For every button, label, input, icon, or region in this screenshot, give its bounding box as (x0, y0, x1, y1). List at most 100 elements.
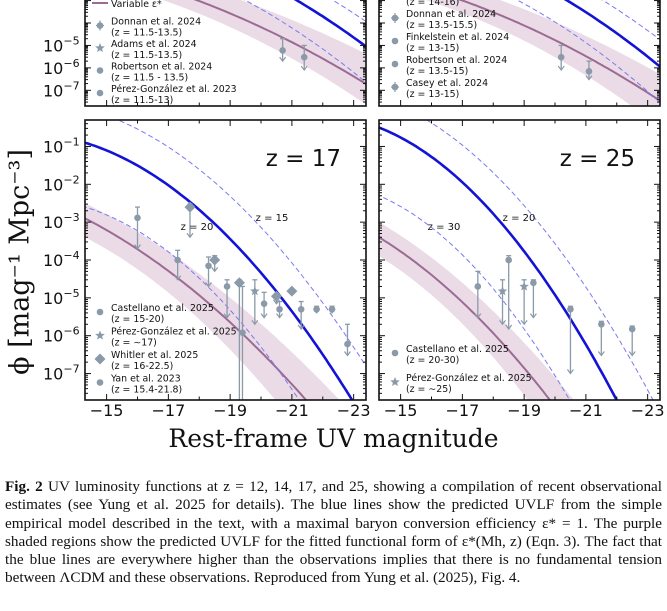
tr-models (425, 0, 660, 106)
marker-diamond (184, 201, 196, 213)
figure-canvas: −15 −17 −19 −21 −23 −15 −17 −19 −21 −23 10−1 10−2 10… (43, 0, 665, 420)
tl-points (279, 38, 308, 72)
tr-points (557, 44, 593, 81)
data-point (519, 279, 529, 326)
y-tick-label: 10−2 (43, 173, 80, 194)
y-tick-label: 10−5 (43, 287, 80, 308)
marker-circle (391, 349, 399, 357)
marker-circle (598, 321, 605, 328)
error-arrow (585, 75, 593, 81)
tl-legend: Variable ε*Donnan et al. 2024(z = 11.5-1… (92, 0, 237, 106)
legend-name: Castellano et al. 2025 (111, 303, 214, 314)
dashed-model-curve (516, 0, 660, 103)
data-point (209, 254, 221, 273)
y-tick-label: 10−6 (43, 325, 80, 346)
max-eps-curve (379, 126, 619, 400)
legend-note: (z = 14-16) (406, 0, 459, 8)
legend-note: (z = 11.5-13.5) (111, 28, 182, 39)
shaded-band (379, 222, 574, 400)
y-tick-label: 10−7 (43, 363, 80, 384)
data-point (557, 44, 565, 72)
data-point (597, 320, 605, 357)
legend-entry: Whitler et al. 2025(z = 16-22.5) (94, 350, 198, 372)
y-tick-label: 10−1 (43, 135, 80, 156)
x-tick-label: −19 (213, 401, 247, 420)
curve-label: z = 20 (503, 213, 536, 224)
bl-models (85, 120, 366, 400)
marker-circle (239, 329, 246, 336)
bl-axes (84, 119, 367, 401)
legend-note: (z = 11.5-13) (111, 95, 173, 106)
marker-circle (530, 279, 537, 287)
marker-circle (300, 53, 308, 61)
y-axis-label: ϕ [mag⁻¹ Mpc⁻³] (4, 149, 36, 375)
legend-note: (z = ∼17) (111, 338, 157, 349)
marker-diamond (286, 285, 298, 297)
marker-diamond (270, 290, 282, 302)
marker-circle (328, 305, 336, 313)
shaded-band (425, 0, 660, 106)
legend-note: (z = ∼25) (406, 384, 452, 395)
shaded-band (162, 0, 366, 105)
legend-entry: Finkelstein et al. 2024(z = 13-15) (391, 32, 509, 54)
br-points (474, 255, 636, 375)
legend-entry: Casey et al. 2024(z = 13-15) (391, 78, 488, 100)
marker-circle (134, 214, 141, 222)
x-tick-label: −21 (275, 401, 309, 420)
max-eps-curve (293, 0, 366, 48)
y-tick-exp: −7 (63, 79, 79, 92)
variable-eps-curve (379, 236, 552, 400)
marker-star (95, 43, 105, 52)
marker-star (95, 330, 105, 340)
error-arrow (260, 313, 268, 319)
legend-name: Whitler et al. 2025 (111, 350, 198, 361)
legend-name: Robertson et al. 2024 (111, 62, 212, 73)
dashed-model-curve (243, 0, 366, 83)
x-tick-label: −17 (151, 401, 185, 420)
y-tick-exp: −6 (63, 57, 79, 70)
y-tick-label: 10−3 (43, 211, 80, 232)
caption-text: UV luminosity functions at z = 12, 14, 1… (5, 478, 663, 587)
br-legend: Castellano et al. 2025(z = 20-30) Pérez-G… (390, 344, 532, 395)
data-point (184, 201, 196, 239)
error-arrow (505, 324, 513, 331)
marker-circle (344, 340, 351, 348)
variable-eps-curve (85, 217, 308, 400)
dashed-model-curve (116, 120, 366, 367)
y-tick-exp: −5 (63, 287, 79, 300)
legend-note: (z = 11.5 - 13.5) (111, 73, 188, 84)
bl-points (134, 201, 351, 400)
data-point (286, 285, 298, 297)
data-point (279, 38, 287, 63)
x-tick-label: −15 (384, 401, 418, 420)
legend-name: Donnan et al. 2024 (406, 9, 496, 20)
tl-axes (84, 0, 367, 107)
dashed-model-curve (601, 0, 660, 40)
marker-circle (585, 68, 593, 75)
legend-name: Robertson et al. 2024 (406, 55, 507, 66)
legend-name: Adams et al. 2024 (111, 39, 197, 50)
bl-legend: Castellano et al. 2025(z = 15-20)Pérez-G… (94, 303, 237, 396)
panel-title: z = 25 (560, 146, 635, 172)
legend-note: (z = 13-15) (406, 89, 459, 100)
marker-circle (276, 305, 283, 313)
data-point (628, 325, 636, 357)
marker-circle (391, 14, 399, 22)
max-eps-curve (563, 0, 660, 68)
legend-note: (z = 20-30) (406, 355, 459, 366)
marker-circle (505, 256, 512, 264)
error-arrow (343, 351, 351, 357)
marker-diamond (94, 353, 106, 365)
legend-note: (z = 13.5-15.5) (406, 20, 477, 31)
marker-circle (96, 22, 104, 29)
data-point (585, 60, 593, 81)
data-point (233, 277, 245, 400)
data-point (276, 300, 284, 319)
data-point (328, 305, 336, 314)
legend-name: Pérez-González et al. 2025 (111, 327, 237, 338)
legend-name: Yan et al. 2023 (110, 374, 181, 385)
x-tick-label: −17 (445, 401, 479, 420)
marker-circle (205, 262, 212, 270)
legend-entry: Pérez-González et al. 2023(z = 11.5-13) (96, 84, 237, 106)
data-point (250, 279, 260, 326)
